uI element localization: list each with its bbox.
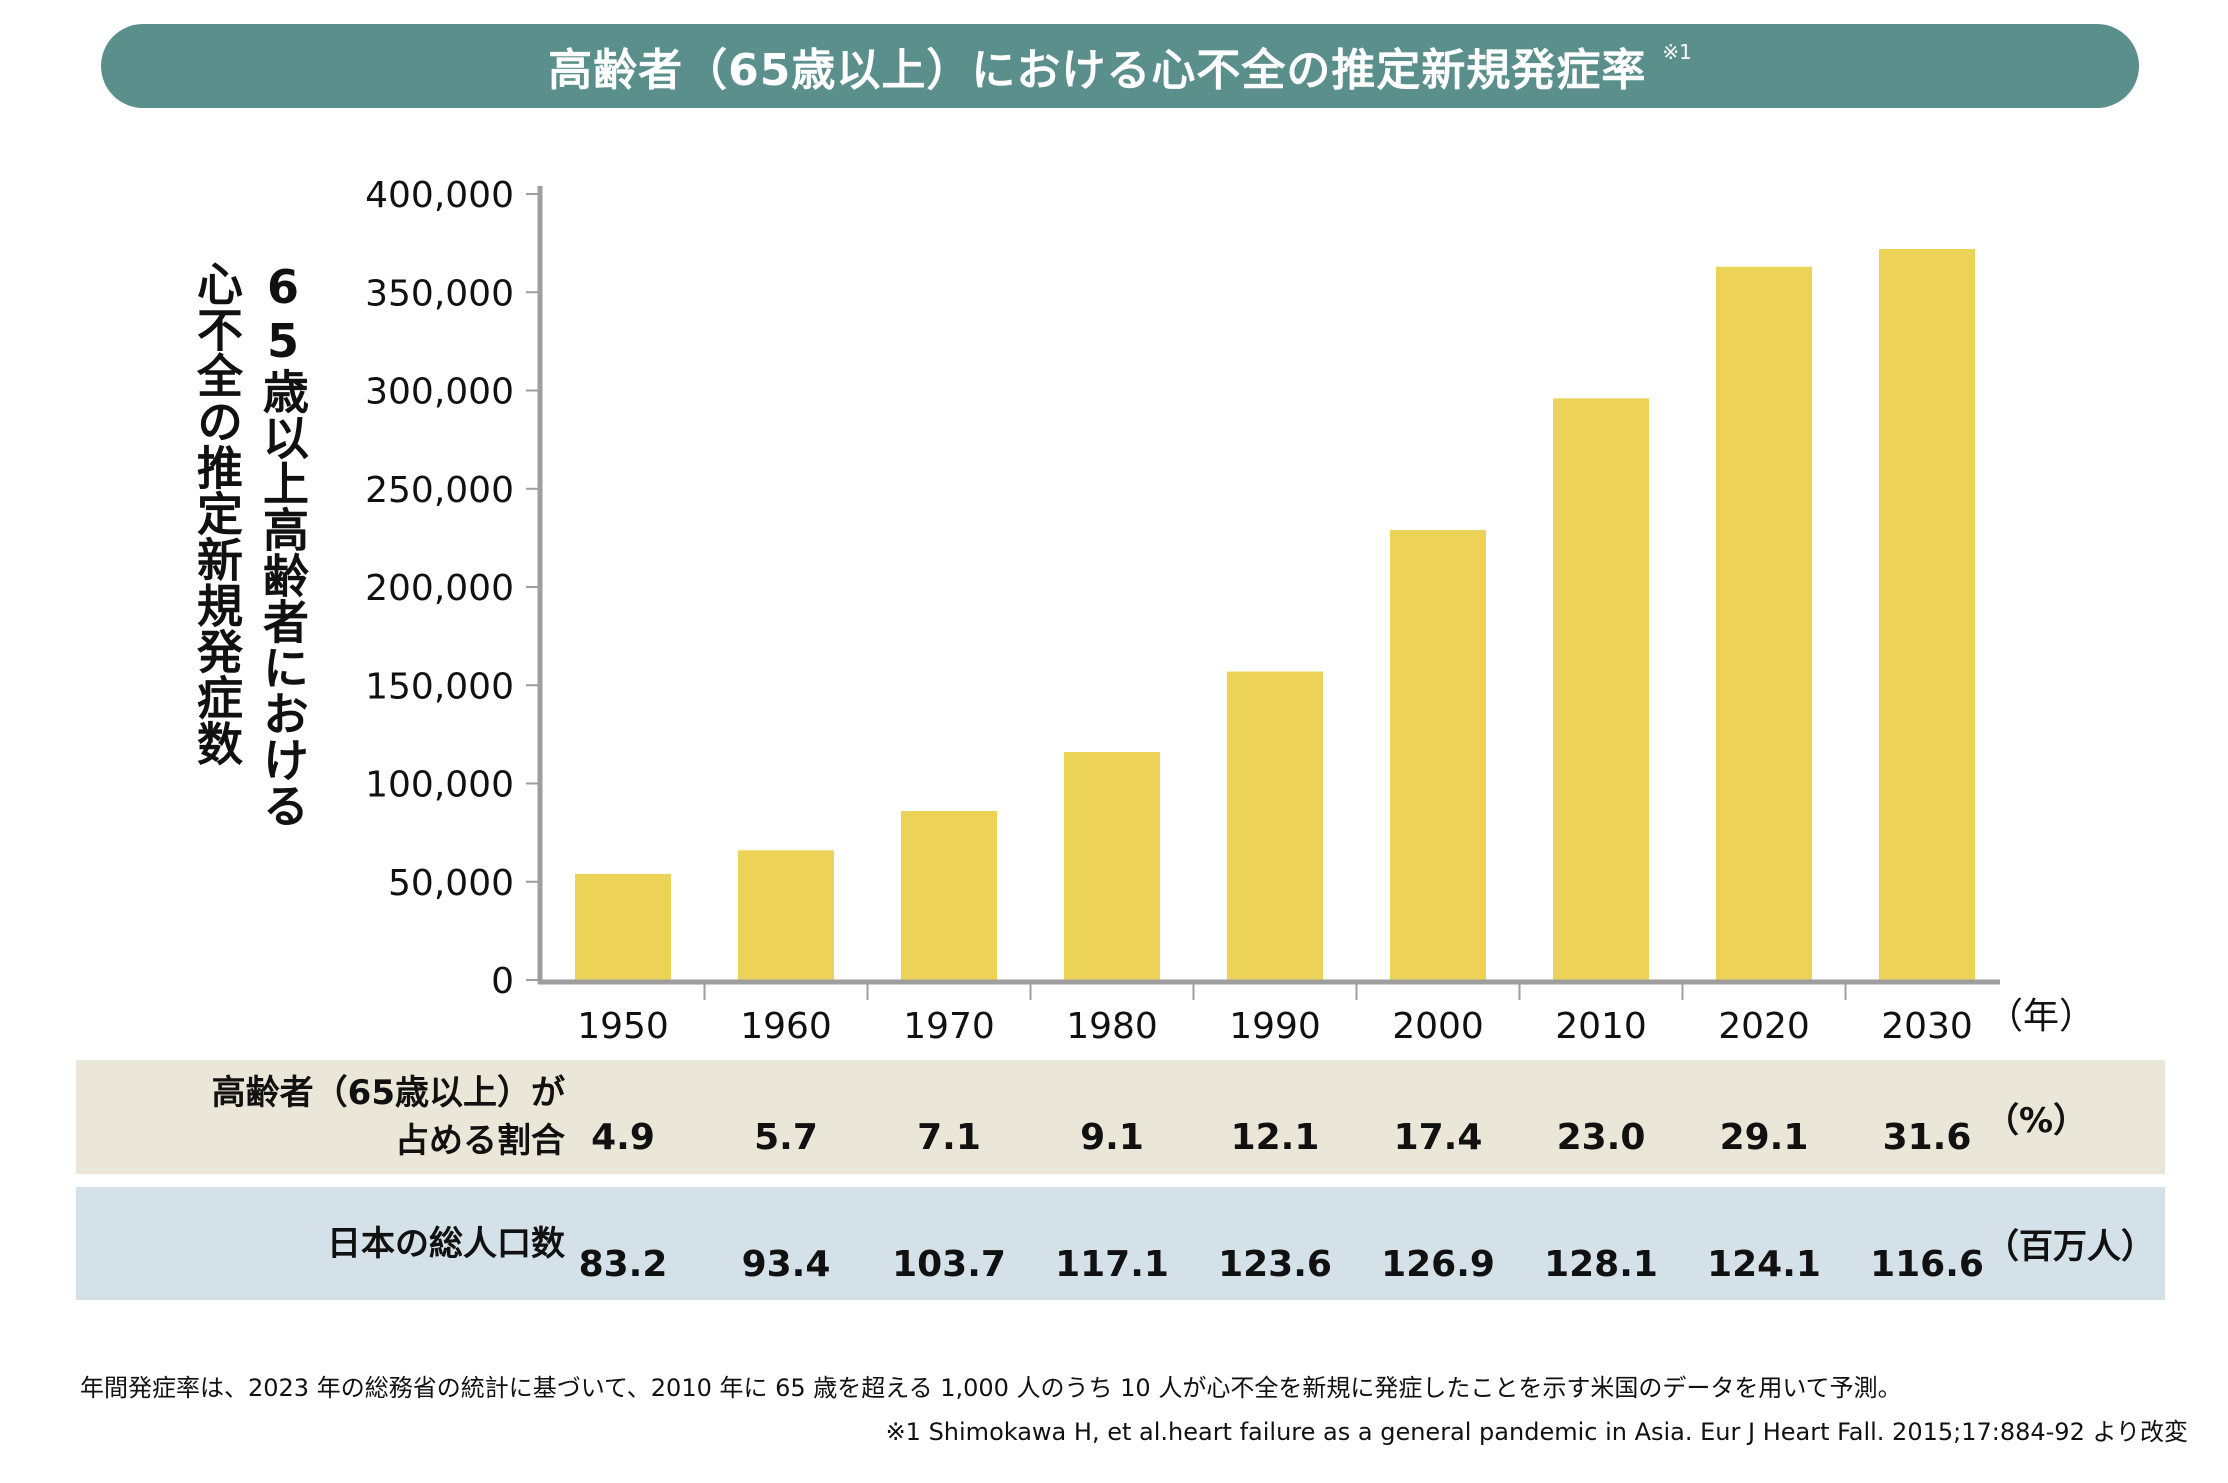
table-cell: 126.9 (1381, 1243, 1495, 1285)
y-axis-ticks: 0 50,000 100,000 150,000 200,000 250,000 300,0… (365, 175, 540, 1002)
y-tick-label: 150,000 (365, 666, 514, 707)
elderly-ratio-unit: （%） (1985, 1100, 2088, 1141)
total-population-row-label: 日本の総人口数 (327, 1220, 565, 1268)
elderly-ratio-row-label: 高齢者（65歳以上）が 占める割合 (212, 1069, 565, 1165)
y-tick-label: 50,000 (388, 863, 514, 904)
y-axis-label-left-column: 心不全の推定新規発症数 (190, 260, 244, 766)
y-tick-label: 200,000 (365, 568, 514, 609)
bar-2010 (1553, 398, 1649, 980)
table-cell: 103.7 (892, 1243, 1006, 1285)
x-tick-label: 1980 (1066, 1006, 1158, 1047)
x-tick-label: 1970 (903, 1006, 995, 1047)
x-axis-unit-label: （年） (1987, 996, 2095, 1037)
bar-2030 (1879, 249, 1975, 980)
table-cell: 31.6 (1882, 1117, 1972, 1158)
table-cell: 124.1 (1707, 1243, 1821, 1285)
row-label-line1: 高齢者（65歳以上）が (211, 1073, 565, 1113)
x-axis-ticks: 1950 1960 1970 1980 1990 2000 2010 2020 2030 (577, 984, 1973, 1047)
table-cell: 29.1 (1719, 1117, 1809, 1158)
y-axis-label: 65歳以上高齢者における 心不全の推定新規発症数 (190, 260, 310, 860)
footnote-reference: ※1 Shimokawa H, et al.heart failure as a… (885, 1418, 2188, 1446)
table-cell: 23.0 (1556, 1117, 1646, 1158)
bar-1990 (1227, 671, 1323, 980)
title-reference-mark: ※1 (1662, 40, 1692, 64)
y-axis-label-right-column: 65歳以上高齢者における (256, 260, 310, 828)
bar-chart: 0 50,000 100,000 150,000 200,000 250,000 300,0… (365, 175, 2095, 1047)
table-cell: 7.1 (917, 1117, 981, 1158)
table-cell: 93.4 (741, 1243, 831, 1285)
x-tick-label: 2010 (1555, 1006, 1647, 1047)
elderly-ratio-row: 高齢者（65歳以上）が 占める割合 4.9 5.7 7.1 9.1 12.1 17.4 23… (76, 1060, 2165, 1174)
bar-1960 (738, 850, 834, 980)
x-tick-label: 1950 (577, 1006, 669, 1047)
table-cell: 12.1 (1230, 1117, 1320, 1158)
bars (575, 249, 1975, 981)
table-cell: 17.4 (1393, 1117, 1483, 1158)
footnote-method: 年間発症率は、2023 年の総務省の統計に基づいて、2010 年に 65 歳を超… (80, 1374, 1902, 1402)
chart-title-banner: 高齢者（65歳以上）における心不全の推定新規発症率 ※1 (101, 24, 2139, 108)
table-cell: 123.6 (1218, 1243, 1332, 1285)
y-tick-label: 0 (491, 961, 514, 1002)
x-tick-label: 1990 (1229, 1006, 1321, 1047)
y-tick-label: 100,000 (365, 765, 514, 806)
total-population-unit: （百万人） (1985, 1227, 2155, 1267)
x-tick-label: 2030 (1881, 1006, 1973, 1047)
table-cell: 83.2 (578, 1243, 668, 1285)
table-cell: 128.1 (1544, 1243, 1658, 1285)
y-tick-label: 250,000 (365, 470, 514, 511)
bar-1950 (575, 873, 671, 980)
row-label-line2: 占める割合 (395, 1121, 565, 1161)
bar-1970 (901, 811, 997, 980)
bar-2000 (1390, 530, 1486, 980)
table-cell: 116.6 (1870, 1243, 1984, 1285)
x-tick-label: 2020 (1718, 1006, 1810, 1047)
x-tick-label: 1960 (740, 1006, 832, 1047)
x-tick-label: 2000 (1392, 1006, 1484, 1047)
y-tick-label: 400,000 (365, 175, 514, 216)
total-population-row: 日本の総人口数 83.2 93.4 103.7 117.1 123.6 126.9 128.… (76, 1187, 2165, 1300)
table-cell: 117.1 (1055, 1243, 1169, 1285)
table-cell: 9.1 (1080, 1117, 1144, 1158)
table-cell: 4.9 (591, 1117, 655, 1158)
chart-title: 高齢者（65歳以上）における心不全の推定新規発症率 (548, 45, 1647, 96)
y-tick-label: 350,000 (365, 273, 514, 314)
bar-1980 (1064, 752, 1160, 980)
row-label-line1: 日本の総人口数 (327, 1223, 565, 1264)
bar-2020 (1716, 266, 1812, 981)
y-tick-label: 300,000 (365, 372, 514, 413)
table-cell: 5.7 (754, 1117, 818, 1158)
